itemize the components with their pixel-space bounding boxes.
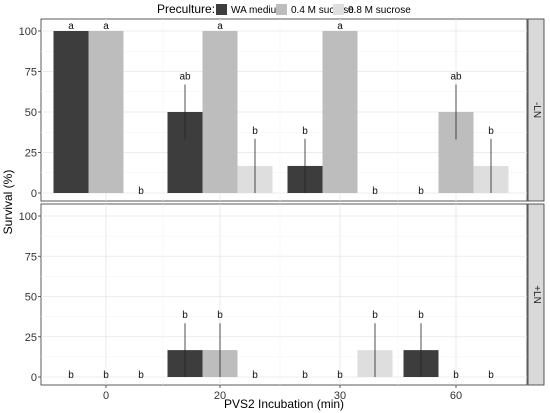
bar [53, 31, 89, 193]
facet-panel: 0 25 50 75 100 b b b b b b b b b b b b +LN [19, 203, 545, 386]
significance-letter: b [372, 310, 378, 321]
facet-panels: 0 25 50 75 100 a ab b b a a a ab b b b b -LN 0 25 50 75 100 b b b… [19, 18, 545, 402]
y-tick-label: 0 [31, 372, 37, 384]
significance-letter: b [138, 370, 144, 381]
facet-label: -LN [531, 102, 542, 118]
x-tick-label: 20 [214, 390, 226, 402]
y-axis-title: Survival (%) [1, 170, 15, 235]
significance-letter: b [372, 186, 378, 197]
facet-strip [527, 203, 545, 386]
y-tick-label: 0 [31, 188, 37, 200]
significance-letter: b [68, 370, 74, 381]
significance-letter: b [488, 370, 494, 381]
x-tick-label: 0 [103, 390, 109, 402]
significance-letter: b [182, 310, 188, 321]
legend-entry: WA medium [231, 5, 285, 16]
significance-letter: b [217, 310, 223, 321]
significance-letter: b [337, 370, 343, 381]
significance-letter: b [302, 370, 308, 381]
significance-letter: a [68, 21, 74, 32]
significance-letter: a [217, 21, 223, 32]
significance-letter: b [418, 186, 424, 197]
y-tick-label: 25 [25, 148, 37, 160]
facet-strip [527, 18, 545, 202]
bar [88, 31, 124, 193]
significance-letter: b [252, 370, 258, 381]
bar [202, 31, 238, 193]
y-tick-label: 50 [25, 107, 37, 119]
significance-letter: ab [450, 71, 462, 82]
legend-entry: 0.4 M sucrose [291, 5, 354, 16]
significance-letter: b [453, 370, 459, 381]
x-tick-label: 60 [450, 390, 462, 402]
significance-letter: ab [179, 71, 191, 82]
significance-letter: b [418, 310, 424, 321]
facet-label: +LN [531, 285, 542, 304]
x-tick-label: 30 [334, 390, 346, 402]
significance-letter: a [337, 21, 343, 32]
y-tick-label: 25 [25, 332, 37, 344]
significance-letter: a [103, 21, 109, 32]
y-tick-label: 75 [25, 251, 37, 263]
legend-title: Preculture: [157, 2, 215, 16]
significance-letter: b [252, 126, 258, 137]
y-tick-label: 50 [25, 292, 37, 304]
legend-swatch [216, 4, 227, 15]
legend-swatch [333, 4, 344, 15]
legend-swatch [276, 4, 287, 15]
significance-letter: b [488, 126, 494, 137]
significance-letter: b [302, 126, 308, 137]
y-tick-label: 100 [19, 26, 37, 38]
panel-border [40, 203, 528, 386]
y-tick-label: 75 [25, 67, 37, 79]
facet-panel: 0 25 50 75 100 a ab b b a a a ab b b b b -LN [19, 18, 545, 202]
bar [322, 31, 358, 193]
significance-letter: b [103, 370, 109, 381]
y-tick-label: 100 [19, 211, 37, 223]
legend-entry: 0.8 M sucrose [348, 5, 411, 16]
x-axis-title: PVS2 Incubation (min) [224, 397, 344, 411]
significance-letter: b [138, 186, 144, 197]
